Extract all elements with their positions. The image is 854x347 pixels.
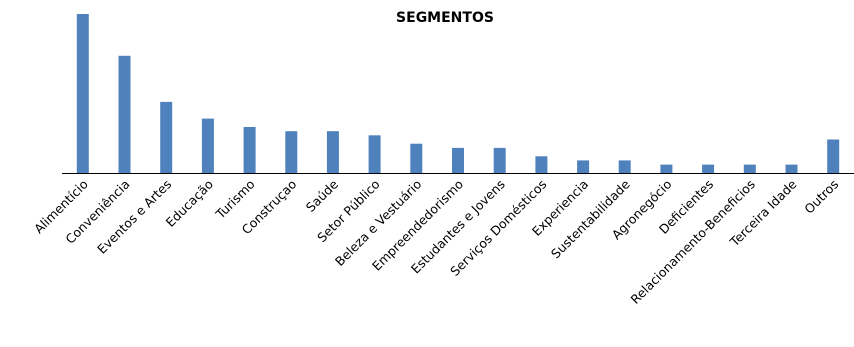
tick-label-3: Eventos e Artes — [94, 177, 174, 257]
bar-3 — [160, 101, 173, 173]
bar-13 — [577, 160, 590, 173]
bar-5 — [243, 127, 256, 173]
chart-title: SEGMENTOS — [396, 10, 494, 26]
bar-10 — [452, 147, 464, 173]
bar-15 — [660, 164, 673, 173]
bar-17 — [743, 164, 756, 173]
tick-label-7: Saúde — [303, 176, 342, 215]
bar-6 — [285, 131, 298, 173]
bar-4 — [201, 118, 214, 173]
bar-19 — [827, 139, 840, 173]
bar-18 — [785, 164, 798, 173]
bar-2 — [118, 55, 131, 173]
bar-8 — [368, 135, 381, 173]
bar-14 — [618, 160, 631, 173]
bar-7 — [326, 131, 339, 173]
bar-9 — [410, 143, 423, 173]
bar-16 — [702, 164, 715, 173]
tick-label-19: Outros — [801, 177, 841, 217]
bar-11 — [493, 147, 506, 173]
bar-1 — [76, 14, 89, 173]
bar-12 — [535, 156, 548, 173]
